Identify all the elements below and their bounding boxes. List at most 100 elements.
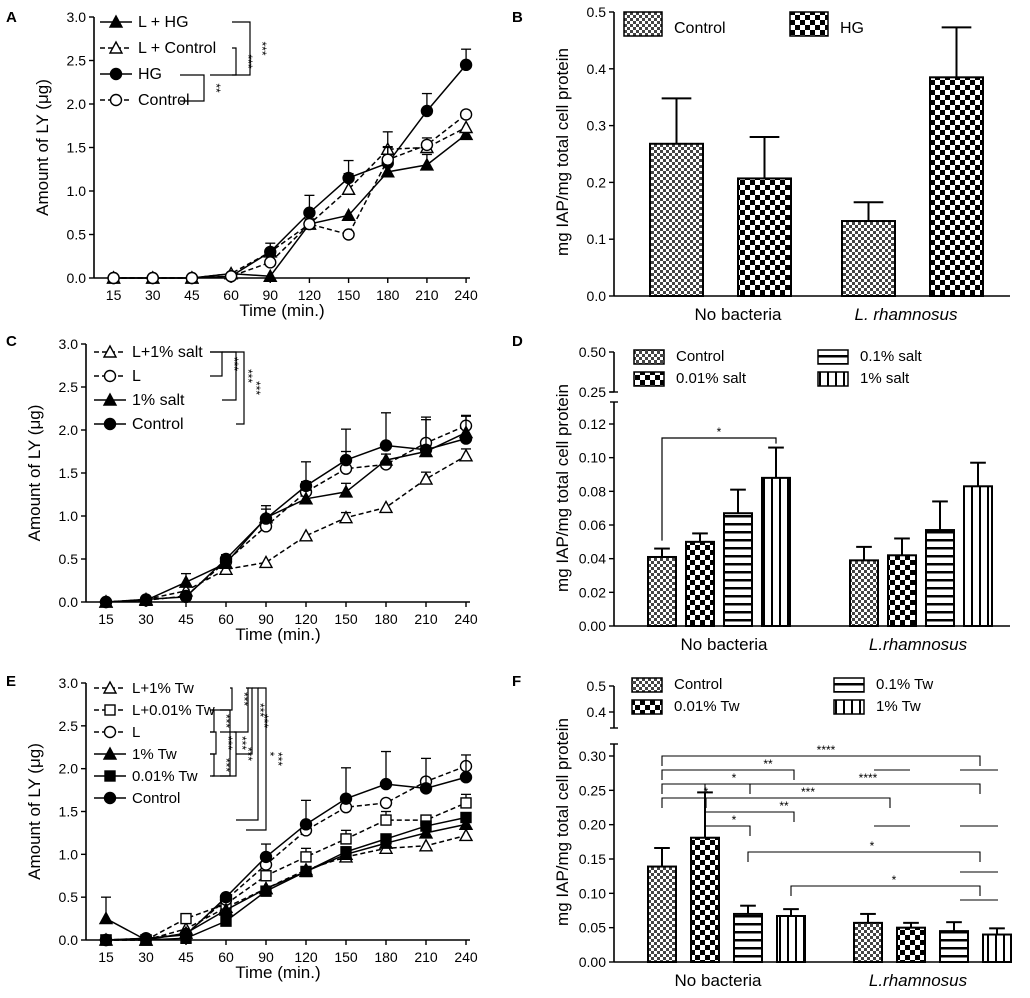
panel-f-bar-0-1-tw-l-rhamnosus bbox=[939, 930, 969, 963]
panel-e-x-tick-label: 45 bbox=[178, 949, 194, 965]
panel-c-y-tick-label: 0.5 bbox=[59, 551, 79, 567]
panel-a-series-l-hg-point bbox=[419, 157, 435, 171]
panel-f-bar-0-1-tw-no-bacteria bbox=[733, 912, 763, 964]
panel-f-group-label-l-rhamnosus: L.rhamnosus bbox=[869, 971, 968, 990]
panel-e-sig-bracket bbox=[246, 687, 267, 831]
panel-c-series-l-1-salt-point bbox=[298, 528, 314, 542]
panel-e-series-control-point bbox=[99, 933, 113, 947]
panel-b-y-tick-label: 0.3 bbox=[587, 118, 607, 134]
panel-f-legend-1-tw-label: 1% Tw bbox=[876, 698, 921, 715]
panel-d-y-tick-label: 0.02 bbox=[579, 584, 606, 600]
panel-e-series-l-0-01-tw-point bbox=[340, 833, 352, 845]
panel-e-legend-l-1-tw-label: L+1% Tw bbox=[132, 680, 194, 697]
panel-e-series-control-point bbox=[339, 792, 353, 805]
panel-f-legend-0-01-tw-label: 0.01% Tw bbox=[674, 698, 740, 715]
panel-f-sig-bracket bbox=[661, 797, 707, 808]
panel-letter-d: D bbox=[512, 333, 523, 350]
panel-a-line-chart: 0.0 0.5 1.0 1.5 2.0 2.5 3.0 15 30 45 60 90 120 150 180… bbox=[33, 9, 478, 320]
panel-e-sig-label: * bbox=[263, 752, 277, 757]
panel-c-x-tick-label: 60 bbox=[218, 611, 234, 627]
panel-d-bar-0-1-salt-l-rhamnosus bbox=[925, 529, 955, 627]
panel-c-x-tick-label: 150 bbox=[334, 611, 358, 627]
panel-f-bar-0-01-tw-no-bacteria bbox=[690, 836, 720, 963]
panel-f-legend-control-label: Control bbox=[674, 676, 722, 693]
panel-b-y-tick-label: 0.2 bbox=[587, 174, 607, 190]
panel-d-y-tick-label: 0.08 bbox=[579, 483, 606, 499]
panel-c-x-tick-label: 180 bbox=[374, 611, 398, 627]
panel-c-x-tick-label: 15 bbox=[98, 611, 114, 627]
panel-c-series-1-salt-point bbox=[178, 574, 194, 588]
panel-e-sig-bracket bbox=[236, 687, 253, 755]
panel-a-sig-label: *** bbox=[255, 41, 269, 55]
panel-a-x-tick-label: 45 bbox=[184, 287, 200, 303]
panel-c-series-control-point bbox=[299, 479, 313, 493]
panel-e-legend-l-label: L bbox=[132, 724, 140, 741]
panel-e-x-tick-label: 60 bbox=[218, 949, 234, 965]
panel-c-x-tick-label: 210 bbox=[414, 611, 438, 627]
panel-f-y-tick-label: 0.30 bbox=[579, 748, 606, 764]
panel-a-sig-bracket bbox=[180, 74, 205, 102]
panel-d-legend-0-01-salt-swatch bbox=[633, 371, 665, 387]
panel-c-y-axis-title: Amount of LY (μg) bbox=[25, 405, 44, 542]
panel-e-series-1-tw-point bbox=[458, 816, 474, 831]
panel-f-sig-bracket bbox=[704, 792, 891, 808]
panel-b-legend-control-swatch bbox=[623, 11, 663, 37]
panel-e-series-l-point bbox=[379, 796, 393, 810]
panel-a-series-control-point bbox=[185, 271, 199, 285]
panel-f-sig-bracket bbox=[704, 792, 751, 836]
panel-e-y-tick-label: 2.0 bbox=[59, 761, 79, 777]
panel-b-y-tick-label: 0.5 bbox=[587, 4, 607, 20]
panel-e-series-control-point bbox=[219, 890, 233, 904]
panel-e-y-tick-label: 3.0 bbox=[59, 675, 79, 691]
panel-d-legend-control-swatch bbox=[633, 349, 665, 365]
panel-c-y-tick-label: 0.0 bbox=[59, 594, 79, 610]
panel-a-x-tick-label: 30 bbox=[145, 287, 161, 303]
panel-e-series-l-0-01-tw-line bbox=[106, 802, 467, 941]
panel-a-series-l-hg-point bbox=[263, 268, 278, 282]
panel-d-bar-0-01-salt-no-bacteria bbox=[685, 540, 715, 627]
panel-a-series-control-point bbox=[224, 270, 238, 283]
panel-f-sig-label: * bbox=[870, 839, 875, 853]
panel-e-sig-label: *** bbox=[271, 752, 285, 766]
panel-e-sig-bracket bbox=[210, 731, 217, 755]
panel-f-legend-1-tw-swatch bbox=[833, 699, 865, 715]
panel-d-bar-1-salt-l-rhamnosus bbox=[963, 485, 993, 627]
panel-e-sig-label: *** bbox=[253, 703, 267, 717]
panel-d-bar-control-no-bacteria bbox=[647, 555, 677, 628]
panel-e-sig-label: *** bbox=[257, 714, 271, 728]
panel-c-series-control-point bbox=[419, 443, 433, 456]
panel-c-legend-l-1-salt-marker bbox=[102, 344, 118, 358]
panel-a-y-tick-label: 1.0 bbox=[67, 183, 87, 199]
panel-f-y-tick-label: 0.05 bbox=[579, 920, 606, 936]
panel-f-bar-chart: 0.00 0.05 0.10 0.15 0.20 0.25 0.30 0.4 0.5 mg IAP… bbox=[553, 676, 1012, 990]
panel-a-y-tick-label: 2.0 bbox=[67, 96, 87, 112]
panel-b-bar-control-no-bacteria bbox=[649, 142, 704, 297]
panel-a-x-tick-label: 240 bbox=[454, 287, 478, 303]
panel-c-series-1-salt-point bbox=[298, 491, 314, 505]
panel-e-series-control-point bbox=[299, 818, 313, 831]
panel-f-legend-0-1-tw-label: 0.1% Tw bbox=[876, 676, 933, 693]
panel-f-sig-label: * bbox=[892, 873, 897, 887]
panel-e-series-l-0-01-tw-point bbox=[460, 797, 472, 809]
panel-a-legend-control-marker bbox=[109, 93, 123, 107]
panel-c-legend-l-1-salt-label: L+1% salt bbox=[132, 344, 203, 361]
panel-a-legend-l-control-label: L + Control bbox=[138, 40, 216, 57]
panel-a-legend-hg-label: HG bbox=[138, 66, 162, 83]
panel-c-series-control-point bbox=[179, 590, 193, 604]
panel-e-y-tick-label: 2.5 bbox=[59, 718, 79, 734]
panel-e-y-tick-label: 1.0 bbox=[59, 846, 79, 862]
panel-e-series-0-01-tw-point bbox=[260, 885, 272, 897]
panel-e-series-control-point bbox=[179, 928, 193, 942]
panel-c-x-tick-label: 45 bbox=[178, 611, 194, 627]
panel-a-series-l-control-point bbox=[341, 181, 356, 195]
panel-a-x-tick-label: 60 bbox=[223, 287, 239, 303]
panel-e-line-chart: 0.0 0.5 1.0 1.5 2.0 2.5 3.0 15 30 45 60 90 120 150 180… bbox=[25, 675, 478, 982]
panel-f-sig-bracket bbox=[661, 769, 795, 780]
panel-f-sig-bracket bbox=[790, 885, 981, 896]
panel-c-series-control-point bbox=[139, 593, 153, 606]
panel-e-x-axis-title: Time (min.) bbox=[235, 963, 320, 982]
panel-a-y-tick-label: 2.5 bbox=[67, 53, 87, 69]
panel-a-x-tick-label: 15 bbox=[106, 287, 122, 303]
panel-c-series-l-1-salt-point bbox=[258, 554, 274, 569]
panel-c-series-control-point bbox=[339, 453, 353, 467]
